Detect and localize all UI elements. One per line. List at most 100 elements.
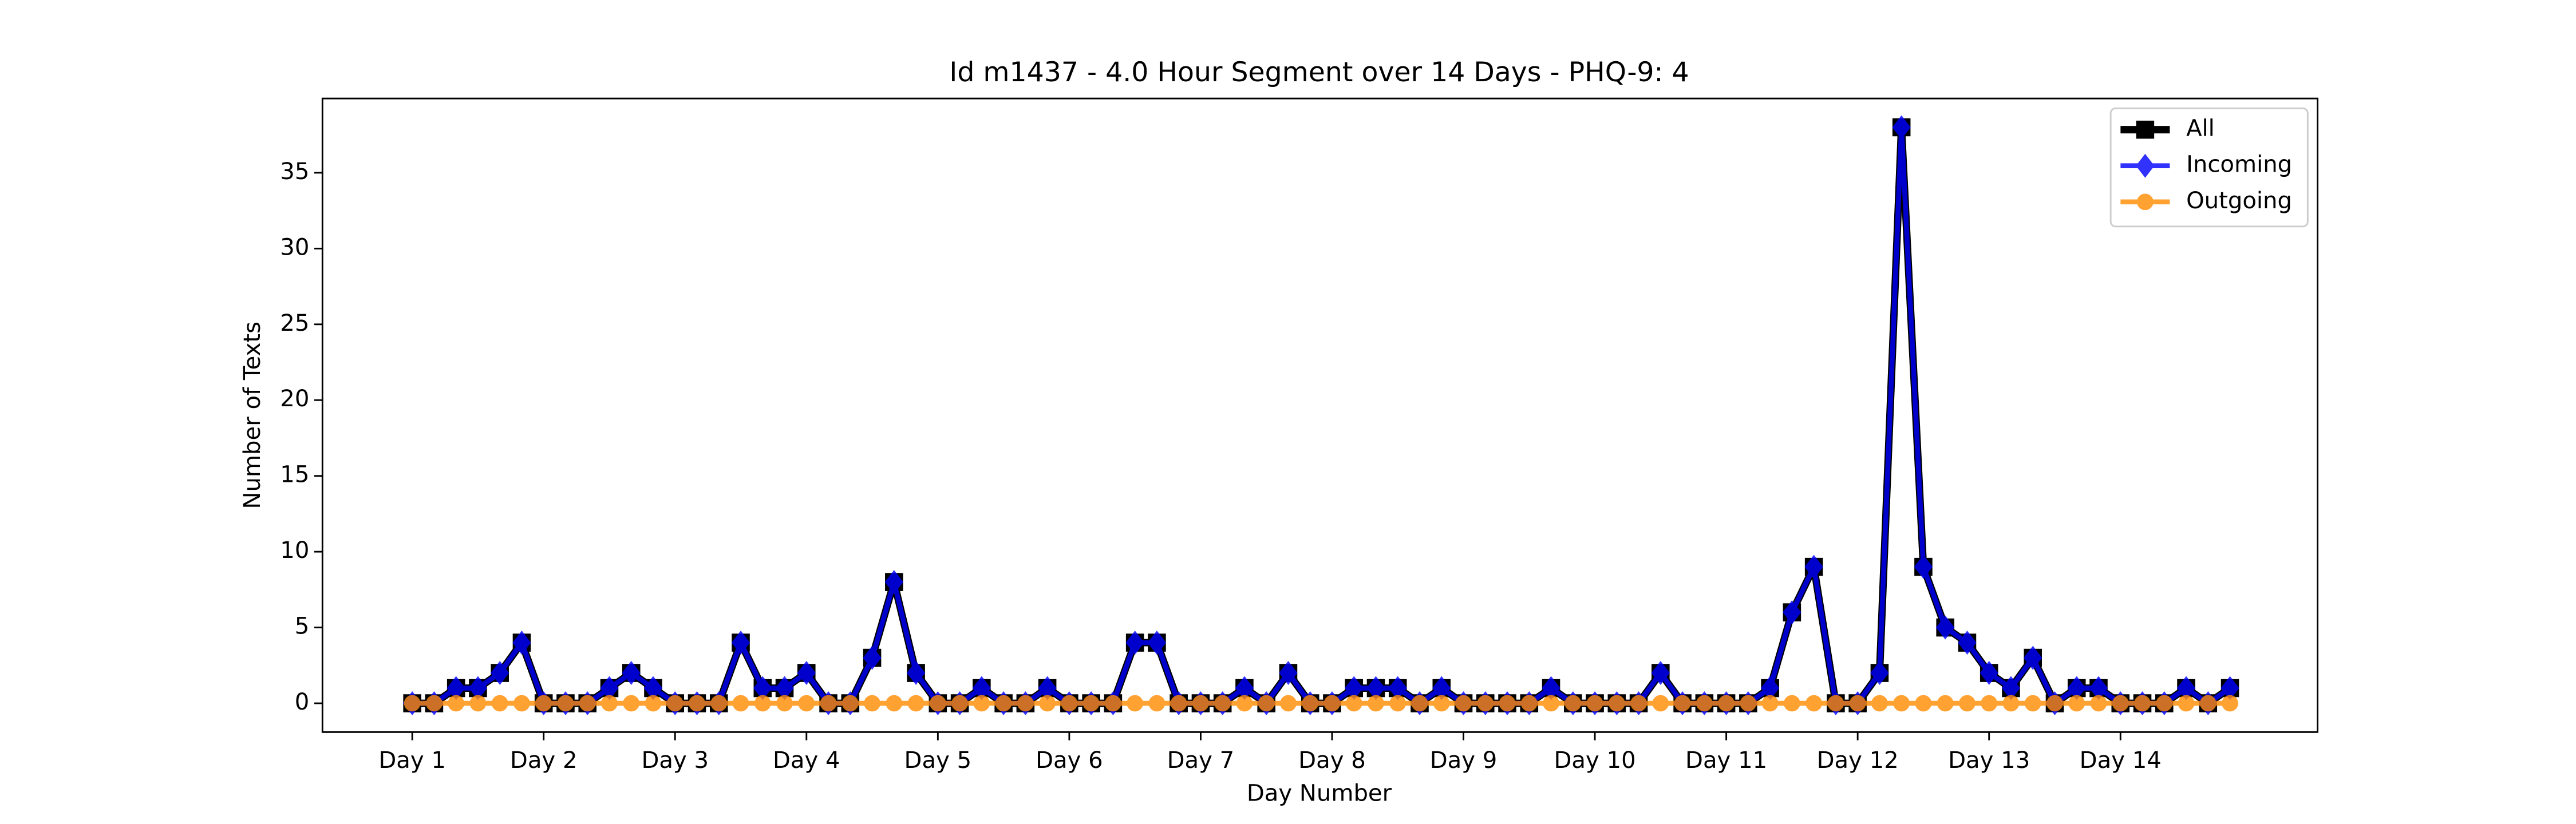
marker: [1783, 600, 1801, 625]
marker: [951, 695, 968, 712]
marker: [1279, 661, 1298, 686]
marker: [645, 695, 662, 712]
marker: [1740, 695, 1757, 712]
y-axis-label: Number of Texts: [239, 322, 266, 509]
marker: [1630, 695, 1647, 712]
marker: [1105, 695, 1121, 712]
marker: [2136, 153, 2155, 178]
marker: [1368, 695, 1384, 712]
marker: [1936, 615, 1955, 640]
marker: [512, 631, 531, 655]
marker: [841, 695, 859, 712]
marker: [930, 695, 946, 712]
marker: [884, 570, 903, 595]
marker: [666, 695, 683, 712]
marker: [1586, 695, 1603, 712]
marker: [1870, 661, 1889, 686]
marker: [1915, 695, 1932, 712]
marker: [907, 695, 924, 712]
marker: [1543, 695, 1559, 712]
marker: [1017, 695, 1034, 712]
marker: [995, 695, 1012, 712]
y-tick-label: 25: [280, 310, 309, 336]
marker: [2002, 695, 2020, 712]
marker: [1718, 695, 1735, 712]
y-tick-label: 10: [280, 537, 309, 564]
x-tick-label: Day 3: [641, 747, 709, 774]
y-tick-label: 35: [280, 159, 309, 185]
marker: [1652, 695, 1669, 712]
marker: [579, 695, 596, 712]
marker: [2134, 695, 2151, 712]
marker: [1061, 695, 1078, 712]
marker: [513, 695, 530, 712]
legend-item: [2120, 193, 2170, 211]
marker: [1236, 695, 1253, 712]
marker: [863, 645, 882, 670]
x-tick-label: Day 6: [1036, 747, 1103, 774]
marker: [491, 661, 509, 686]
marker: [1170, 695, 1187, 712]
x-tick-label: Day 1: [378, 747, 446, 774]
legend-box: [2109, 107, 2309, 228]
marker: [1148, 695, 1165, 712]
marker: [886, 695, 903, 712]
marker: [1411, 695, 1428, 712]
marker: [906, 661, 926, 686]
marker: [557, 695, 574, 712]
marker: [798, 695, 815, 712]
marker: [1499, 695, 1516, 712]
marker: [1082, 695, 1100, 712]
x-tick-label: Day 4: [773, 747, 840, 774]
marker: [491, 695, 508, 712]
marker: [1280, 695, 1297, 712]
legend-item: [2120, 153, 2170, 178]
marker: [2222, 695, 2238, 712]
marker: [2137, 193, 2154, 211]
marker: [1981, 695, 1998, 712]
y-tick-label: 20: [280, 386, 309, 412]
marker: [2136, 120, 2155, 139]
marker: [754, 695, 771, 712]
marker: [426, 695, 442, 712]
legend-label: All: [2186, 116, 2215, 142]
marker: [1674, 695, 1691, 712]
marker: [973, 695, 990, 712]
marker: [864, 695, 880, 712]
legend-item: [2120, 120, 2170, 139]
marker: [1893, 695, 1910, 712]
marker: [1914, 554, 1933, 579]
marker: [623, 695, 640, 712]
marker: [469, 695, 487, 712]
marker: [2024, 645, 2042, 670]
marker: [1258, 695, 1275, 712]
marker: [1192, 695, 1209, 712]
marker: [1892, 115, 1911, 140]
marker: [2178, 695, 2195, 712]
x-axis-label: Day Number: [1247, 780, 1392, 806]
marker: [776, 695, 793, 712]
marker: [1959, 695, 1976, 712]
marker: [2199, 695, 2217, 712]
marker: [1564, 695, 1582, 712]
marker: [2046, 695, 2063, 712]
marker: [448, 695, 465, 712]
y-tick-label: 15: [280, 462, 309, 488]
plot-frame: [321, 97, 2318, 733]
x-tick-label: Day 2: [510, 747, 578, 774]
x-tick-label: Day 11: [1685, 747, 1767, 774]
marker: [1804, 554, 1823, 579]
marker: [1389, 695, 1406, 712]
legend-label: Outgoing: [2186, 188, 2292, 214]
marker: [1039, 695, 1056, 712]
marker: [1455, 695, 1472, 712]
marker: [710, 695, 728, 712]
marker: [1608, 695, 1625, 712]
marker: [2024, 695, 2041, 712]
marker: [1937, 695, 1954, 712]
marker: [622, 661, 641, 686]
marker: [1520, 695, 1538, 712]
marker: [1433, 695, 1450, 712]
y-tick-label: 5: [295, 613, 310, 640]
marker: [1805, 695, 1822, 712]
